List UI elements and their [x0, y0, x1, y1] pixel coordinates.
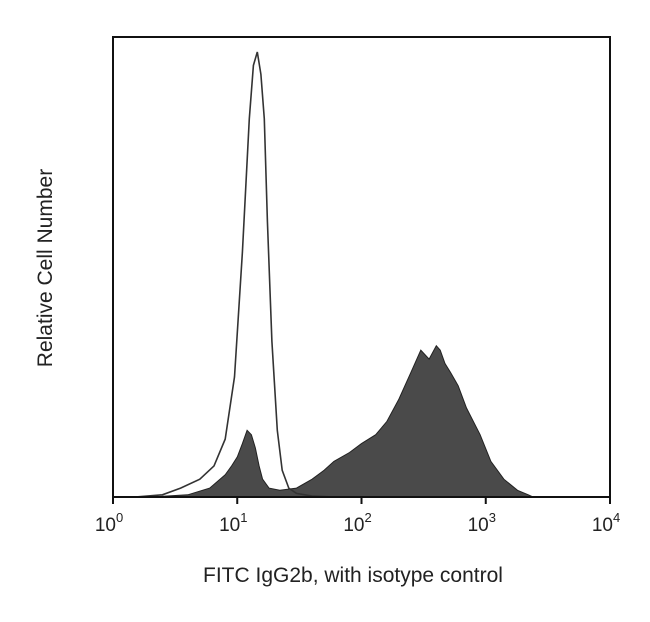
x-tick-label-3: 103 [468, 510, 496, 536]
series-outline-histogram [134, 51, 334, 498]
x-axis-ticks: 100 101 102 103 104 [95, 497, 620, 536]
x-axis-title: FITC IgG2b, with isotype control [203, 564, 503, 587]
series-filled-histogram [150, 344, 534, 498]
plot-frame [112, 36, 611, 498]
x-tick-label-4: 104 [592, 510, 620, 536]
x-tick-label-2: 102 [343, 510, 371, 536]
x-tick-label-1: 101 [219, 510, 247, 536]
series-layer [134, 51, 534, 498]
y-axis-title: Relative Cell Number [34, 169, 57, 367]
x-tick-label-0: 100 [95, 510, 123, 536]
